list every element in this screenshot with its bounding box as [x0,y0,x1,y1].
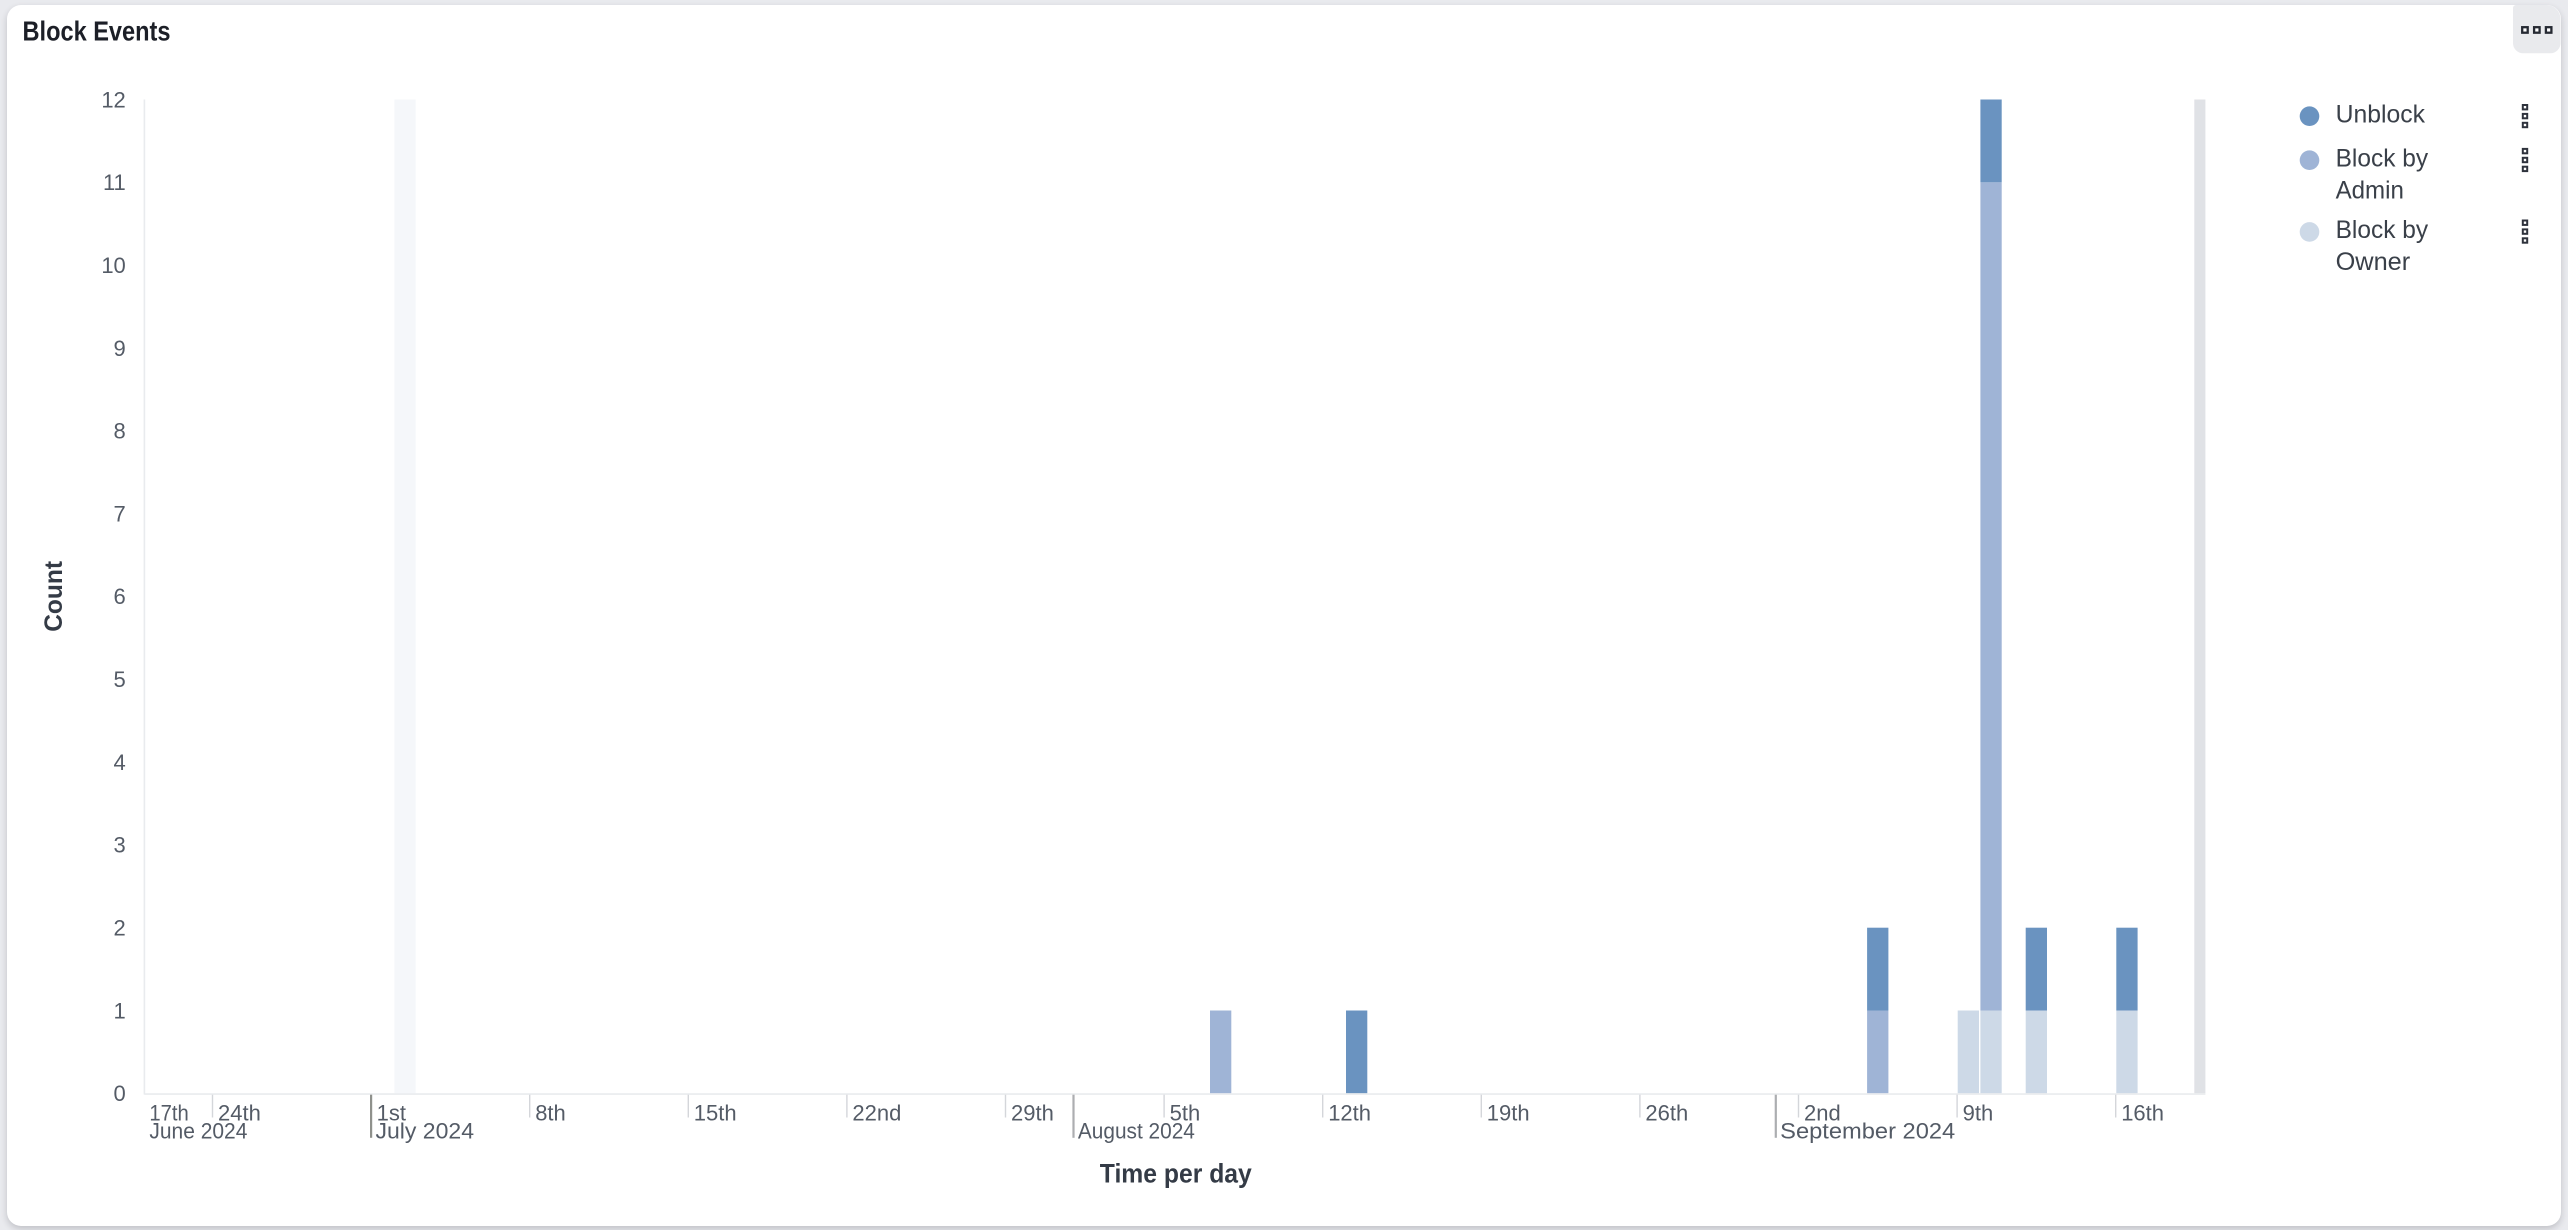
svg-text:8th: 8th [535,1100,566,1125]
svg-text:Time per day: Time per day [1100,1159,1252,1189]
svg-text:9: 9 [114,336,126,361]
svg-text:19th: 19th [1487,1100,1530,1125]
svg-text:Block Events: Block Events [23,15,171,46]
svg-text:August 2024: August 2024 [1078,1118,1195,1143]
svg-text:8: 8 [114,419,126,444]
svg-text:12th: 12th [1328,1100,1371,1125]
svg-text:June 2024: June 2024 [149,1118,247,1143]
svg-text:22nd: 22nd [852,1100,901,1125]
svg-text:15th: 15th [694,1100,737,1125]
svg-text:24th: 24th [218,1100,261,1125]
svg-text:5th: 5th [1170,1100,1201,1125]
svg-text:Block by: Block by [2336,144,2429,172]
svg-text:11: 11 [103,170,126,195]
svg-text:1: 1 [114,998,126,1023]
svg-text:7: 7 [114,501,126,526]
svg-text:Unblock: Unblock [2336,100,2426,128]
svg-text:July 2024: July 2024 [376,1118,475,1143]
svg-text:Count: Count [40,560,68,631]
svg-text:10: 10 [101,253,125,278]
svg-text:12: 12 [101,87,125,112]
svg-text:9th: 9th [1963,1100,1994,1125]
svg-text:Admin: Admin [2336,176,2404,204]
svg-text:1st: 1st [377,1100,406,1125]
svg-text:3: 3 [114,833,126,858]
svg-text:0: 0 [114,1081,126,1106]
svg-text:2: 2 [114,916,126,941]
svg-text:2nd: 2nd [1804,1100,1841,1125]
svg-text:29th: 29th [1011,1100,1054,1125]
svg-text:4: 4 [114,750,126,775]
svg-text:16th: 16th [2121,1100,2164,1125]
svg-text:Owner: Owner [2336,248,2411,276]
svg-text:5: 5 [114,667,126,692]
svg-text:6: 6 [114,584,126,609]
svg-text:Block by: Block by [2336,216,2429,244]
svg-text:September 2024: September 2024 [1780,1118,1955,1143]
svg-text:26th: 26th [1645,1100,1688,1125]
svg-text:17th: 17th [149,1100,188,1125]
